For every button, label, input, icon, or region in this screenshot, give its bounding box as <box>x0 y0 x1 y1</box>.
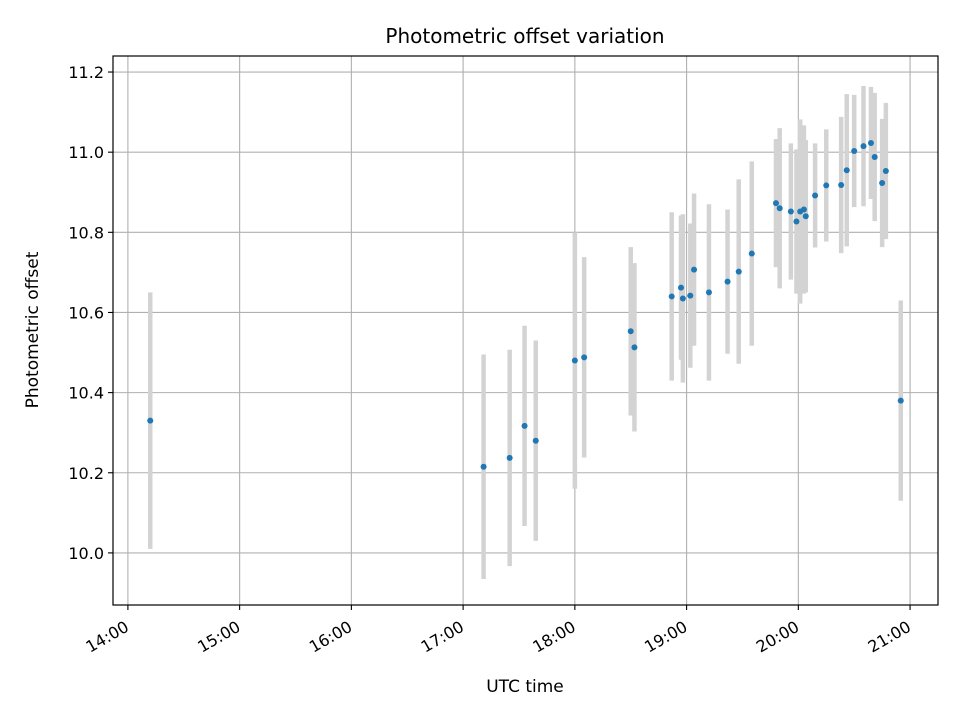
data-point <box>860 143 867 150</box>
data-point <box>724 278 731 285</box>
data-point <box>772 200 779 207</box>
data-point <box>631 344 638 351</box>
data-point <box>800 206 807 213</box>
data-point <box>879 180 886 187</box>
data-point <box>871 153 878 160</box>
y-tick-label: 10.6 <box>68 303 104 322</box>
plot-frame <box>112 55 939 606</box>
data-point <box>678 284 685 291</box>
data-point <box>867 139 874 146</box>
data-point <box>147 417 154 424</box>
data-point <box>571 357 578 364</box>
data-point <box>687 292 694 299</box>
y-tick-label: 11.2 <box>68 63 104 82</box>
data-point <box>802 213 809 220</box>
y-tick-label: 11.0 <box>68 143 104 162</box>
data-point <box>506 454 513 461</box>
data-point <box>823 182 830 189</box>
x-axis-title: UTC time <box>486 677 564 697</box>
data-point <box>581 354 588 361</box>
data-point <box>480 463 487 470</box>
data-point <box>735 268 742 275</box>
data-point <box>705 289 712 296</box>
y-tick-label: 10.2 <box>68 464 104 483</box>
data-point <box>627 328 634 335</box>
data-point <box>897 397 904 404</box>
data-point <box>776 205 783 212</box>
data-point <box>793 218 800 225</box>
data-point <box>843 167 850 174</box>
data-point <box>532 437 539 444</box>
data-point <box>882 168 889 175</box>
data-point <box>812 192 819 199</box>
data-point <box>787 208 794 215</box>
data-point <box>838 182 845 189</box>
y-tick-label: 10.0 <box>68 544 104 563</box>
data-points <box>147 139 904 470</box>
chart-title: Photometric offset variation <box>385 24 664 48</box>
data-point <box>521 422 528 429</box>
y-tick-label: 10.4 <box>68 384 104 403</box>
data-point <box>748 250 755 257</box>
data-point <box>679 295 686 302</box>
data-point <box>668 293 675 300</box>
data-point <box>691 266 698 273</box>
y-tick-label: 10.8 <box>68 223 104 242</box>
y-axis-title: Photometric offset <box>23 251 43 408</box>
data-point <box>851 147 858 154</box>
y-axis: 10.0 10.2 10.4 10.6 10.8 11.0 11.2 <box>68 63 113 563</box>
